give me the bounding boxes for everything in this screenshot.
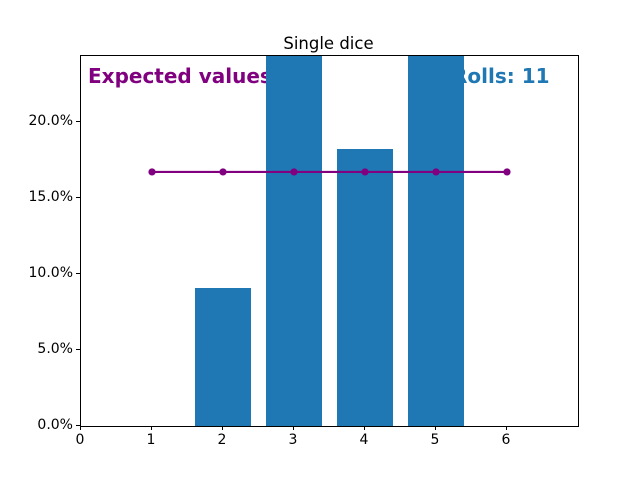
x-tick-label-6: 6 bbox=[501, 432, 511, 448]
expected-values-label: Expected values bbox=[88, 64, 272, 88]
x-tick-mark-3 bbox=[293, 426, 294, 430]
chart-title: Single dice bbox=[283, 34, 374, 53]
y-tick-label-0.0%: 0.0% bbox=[37, 417, 73, 433]
x-tick-mark-4 bbox=[364, 426, 365, 430]
x-tick-label-0: 0 bbox=[75, 432, 85, 448]
x-tick-label-2: 2 bbox=[217, 432, 227, 448]
expected-value-marker-x2 bbox=[219, 168, 227, 176]
y-tick-mark-10.0% bbox=[76, 272, 80, 274]
x-tick-label-1: 1 bbox=[146, 432, 156, 448]
bar-x3 bbox=[265, 56, 323, 426]
x-tick-mark-1 bbox=[151, 426, 152, 430]
y-tick-mark-20.0% bbox=[76, 120, 80, 122]
bar-x4 bbox=[336, 149, 394, 426]
rolls-count-label: Rolls: 11 bbox=[452, 64, 550, 88]
bar-x5 bbox=[407, 56, 465, 426]
expected-value-marker-x3 bbox=[290, 168, 298, 176]
expected-value-marker-x1 bbox=[148, 168, 156, 176]
expected-value-marker-x4 bbox=[361, 168, 369, 176]
y-tick-label-5.0%: 5.0% bbox=[37, 340, 73, 357]
expected-value-marker-x5 bbox=[432, 168, 440, 176]
x-tick-mark-5 bbox=[435, 426, 436, 430]
expected-value-marker-x6 bbox=[503, 168, 511, 176]
x-tick-label-5: 5 bbox=[430, 432, 440, 448]
x-tick-mark-6 bbox=[506, 426, 507, 430]
y-tick-label-15.0%: 15.0% bbox=[28, 188, 73, 205]
y-tick-mark-0.0% bbox=[76, 425, 80, 426]
bar-x2 bbox=[194, 287, 252, 426]
x-tick-label-4: 4 bbox=[359, 432, 369, 448]
y-tick-label-20.0%: 20.0% bbox=[28, 112, 73, 129]
expected-values-line bbox=[148, 168, 511, 176]
y-tick-label-10.0%: 10.0% bbox=[28, 264, 73, 281]
x-tick-mark-0 bbox=[80, 426, 81, 430]
x-tick-mark-2 bbox=[222, 426, 223, 430]
plot-area: Expected values Rolls: 11 bbox=[80, 55, 579, 427]
y-tick-mark-15.0% bbox=[76, 196, 80, 198]
y-tick-mark-5.0% bbox=[76, 348, 80, 350]
x-tick-label-3: 3 bbox=[288, 432, 298, 448]
